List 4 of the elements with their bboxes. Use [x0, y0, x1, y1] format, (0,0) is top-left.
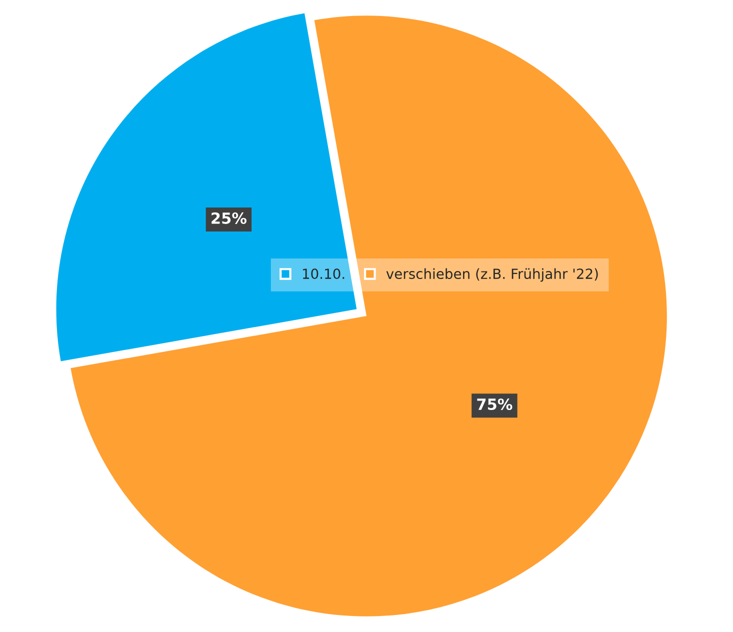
legend-label: 10.10.	[302, 268, 344, 280]
data-label: 75%	[477, 398, 512, 410]
data-label: 25%	[212, 212, 246, 224]
slice-label: verschieben (z.B. Frühjahr '22)	[386, 268, 598, 282]
